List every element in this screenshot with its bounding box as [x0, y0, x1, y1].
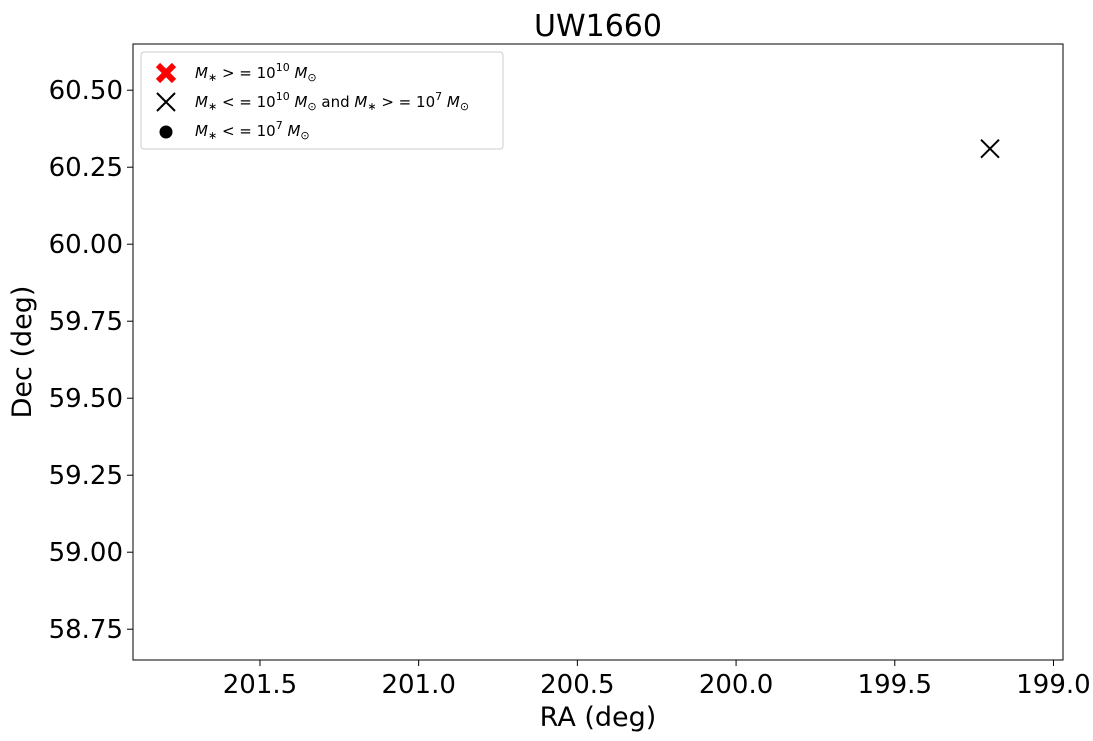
legend-entry-low-mass: M∗ < = 107 M⊙	[159, 119, 310, 142]
y-tick-label: 59.75	[49, 307, 123, 337]
legend-label-mid-mass: M∗ < = 1010 M⊙ and M∗ > = 107 M⊙	[195, 90, 469, 113]
legend-label-low-mass: M∗ < = 107 M⊙	[195, 119, 310, 142]
legend-marker	[159, 125, 173, 139]
y-axis-label: Dec (deg)	[7, 286, 38, 419]
y-tick-label: 58.75	[49, 615, 123, 645]
chart-title: UW1660	[534, 9, 662, 44]
bold-x-marker-icon	[155, 62, 177, 84]
x-axis-ticks: 201.5 201.0 200.5 200.0 199.5 199.0	[223, 660, 1091, 700]
x-axis-label: RA (deg)	[540, 702, 657, 733]
y-tick-label: 60.50	[49, 76, 123, 106]
circle-marker-icon	[159, 125, 173, 139]
x-tick-label: 199.0	[1016, 670, 1090, 700]
y-tick-label: 59.50	[49, 384, 123, 414]
legend-marker	[156, 92, 176, 112]
data-points	[980, 139, 1000, 159]
plot-area	[132, 43, 1064, 661]
legend-entry-high-mass: M∗ > = 1010 M⊙	[155, 61, 317, 84]
x-tick-label: 201.5	[223, 670, 297, 700]
x-tick-label: 200.0	[699, 670, 773, 700]
legend-entry-mid-mass: M∗ < = 1010 M⊙ and M∗ > = 107 M⊙	[156, 90, 469, 113]
data-point	[980, 139, 1000, 159]
legend-label-high-mass: M∗ > = 1010 M⊙	[195, 61, 317, 84]
x-tick-label: 199.5	[858, 670, 932, 700]
y-axis-ticks: 58.75 59.00 59.25 59.50 59.75 60.00 60.25 60.50	[49, 76, 133, 645]
x-marker-icon	[156, 92, 176, 112]
y-tick-label: 59.00	[49, 538, 123, 568]
legend: M∗ > = 1010 M⊙ M∗ < = 1010 M⊙ and M∗ > =…	[140, 51, 504, 150]
y-tick-label: 59.25	[49, 461, 123, 491]
legend-box	[140, 51, 504, 150]
y-tick-label: 60.00	[49, 230, 123, 260]
legend-marker	[155, 62, 177, 84]
x-tick-label: 201.0	[381, 670, 455, 700]
y-tick-label: 60.25	[49, 153, 123, 183]
x-tick-label: 200.5	[540, 670, 614, 700]
